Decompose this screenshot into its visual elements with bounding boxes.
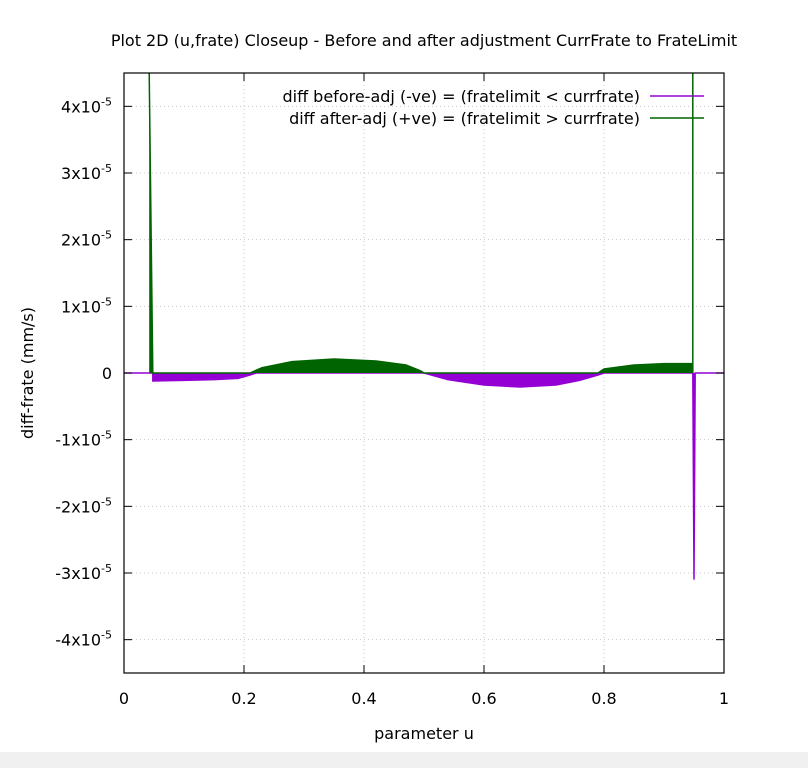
legend-label-before: diff before-adj (-ve) = (fratelimit < cu…: [282, 87, 640, 106]
plot-area: 0 0.2 0.4 0.6 0.8 1 4x10-5 3x10-5 2x10-5 1x10-5 0 -…: [0, 0, 808, 752]
y-tick-label: 1x10-5: [61, 295, 112, 316]
y-tick-label: -2x10-5: [55, 495, 112, 516]
legend-label-after: diff after-adj (+ve) = (fratelimit > cur…: [289, 109, 640, 128]
chart-title: Plot 2D (u,frate) Closeup - Before and a…: [111, 31, 737, 50]
series-1-line: [148, 72, 694, 374]
legend: diff before-adj (-ve) = (fratelimit < cu…: [282, 87, 704, 128]
x-tick-label: 0.4: [351, 689, 376, 708]
series-0-band: [124, 373, 724, 580]
y-tick-label: 4x10-5: [61, 95, 112, 116]
x-tick-label: 0.6: [471, 689, 496, 708]
chart-svg: 0 0.2 0.4 0.6 0.8 1 4x10-5 3x10-5 2x10-5 1x10-5 0 -…: [18, 31, 737, 743]
y-tick-label: -3x10-5: [55, 562, 112, 583]
tick-labels-layer: 0 0.2 0.4 0.6 0.8 1 4x10-5 3x10-5 2x10-5 1x10-5 0 -…: [55, 95, 729, 708]
ticks-layer: [123, 73, 725, 673]
y-axis-label: diff-frate (mm/s): [18, 307, 37, 439]
series-0-line: [124, 372, 724, 580]
x-tick-label: 0.2: [231, 689, 256, 708]
x-tick-label: 0.8: [591, 689, 616, 708]
x-tick-label: 0: [119, 689, 129, 708]
grid-layer: [124, 73, 724, 673]
y-tick-label: 0: [102, 364, 112, 383]
x-tick-label: 1: [719, 689, 729, 708]
series-layer: [124, 72, 724, 580]
x-axis-label: parameter u: [374, 724, 474, 743]
y-tick-label: -1x10-5: [55, 429, 112, 450]
y-tick-label: 3x10-5: [61, 162, 112, 183]
y-tick-label: -4x10-5: [55, 629, 112, 650]
y-tick-label: 2x10-5: [61, 229, 112, 250]
